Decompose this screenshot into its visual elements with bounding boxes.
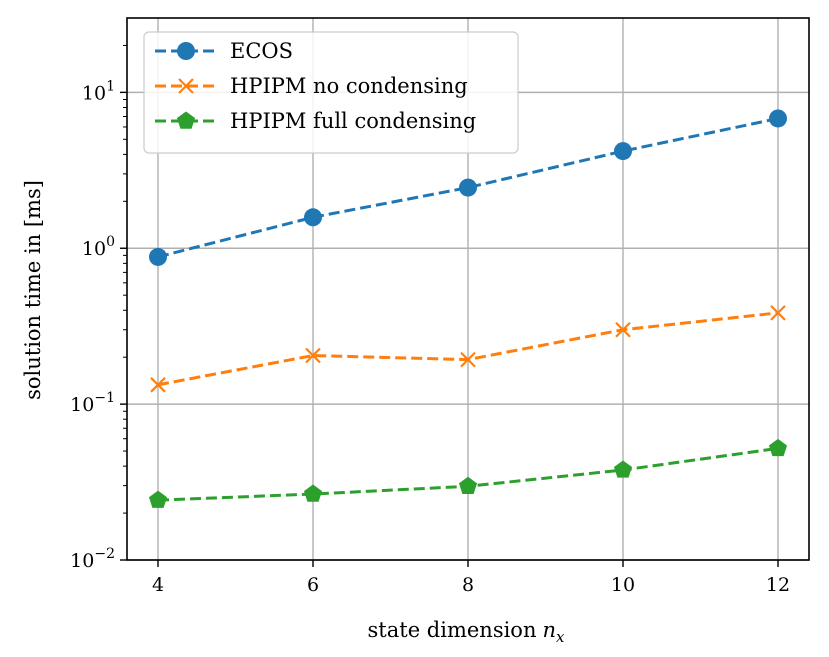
y-tick-label: 101 — [82, 78, 115, 104]
x-tick-label: 8 — [462, 574, 474, 596]
data-point — [615, 321, 631, 338]
x-axis-label-subscript: x — [556, 628, 565, 646]
data-point — [149, 247, 167, 266]
x-tick-label: 12 — [766, 574, 790, 596]
data-point — [770, 305, 786, 321]
y-tick-label: 10−1 — [70, 390, 115, 416]
x-axis-label: state dimension nx — [368, 618, 566, 646]
data-point — [459, 178, 477, 197]
data-point — [768, 438, 788, 457]
data-point — [769, 109, 787, 128]
x-tick-label: 10 — [611, 574, 635, 596]
legend-label-1: HPIPM no condensing — [230, 74, 468, 98]
legend-label-0: ECOS — [230, 39, 293, 63]
y-tick-label: 10−2 — [70, 546, 115, 572]
legend: ECOS HPIPM no condensing HPIPM full conden… — [143, 31, 519, 154]
data-point — [613, 460, 633, 478]
legend-box — [143, 31, 519, 154]
x-tick-label: 4 — [152, 574, 164, 596]
legend-marker-0 — [177, 42, 195, 60]
series-lines — [148, 109, 788, 508]
legend-marker-1 — [178, 78, 194, 94]
data-point — [460, 351, 476, 368]
data-point — [614, 142, 632, 161]
data-point — [148, 490, 168, 508]
y-axis-label: solution time in [ms] — [21, 180, 45, 400]
axis-ticks: 4 6 8 10 12 10−2 10−1 100 101 — [70, 44, 790, 596]
data-point — [305, 347, 321, 364]
data-point — [304, 208, 322, 227]
data-point — [303, 484, 323, 502]
legend-marker-2 — [176, 111, 196, 129]
series-line-0 — [157, 117, 779, 259]
data-point — [150, 377, 166, 393]
legend-label-2: HPIPM full condensing — [230, 109, 476, 133]
x-axis-label-text: state dimension — [368, 618, 537, 642]
x-axis-label-variable: n — [542, 618, 556, 642]
x-tick-label: 6 — [307, 574, 319, 596]
y-tick-label: 100 — [82, 234, 115, 260]
legend-entries: ECOS HPIPM no condensing HPIPM full conden… — [155, 39, 476, 133]
data-point — [458, 476, 478, 494]
